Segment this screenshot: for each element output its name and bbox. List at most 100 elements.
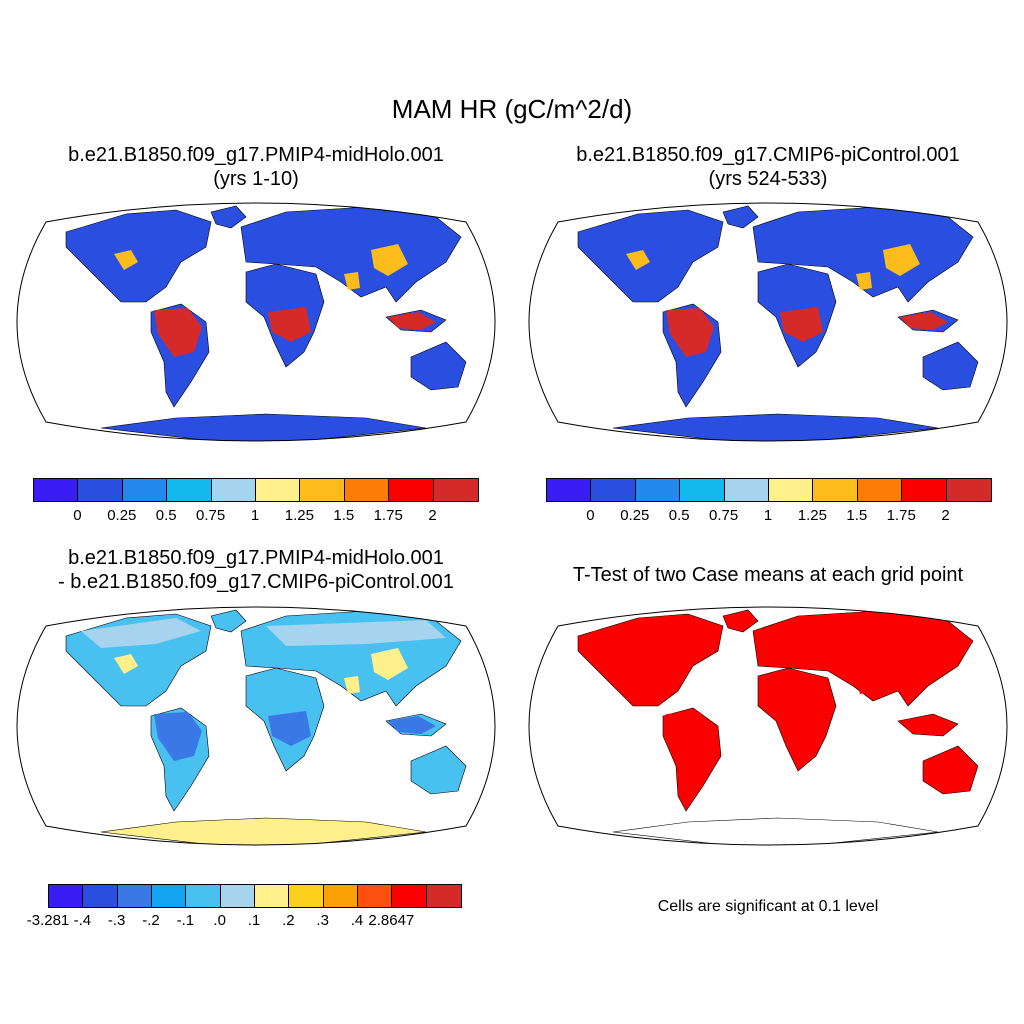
- colorbar-tick-label: 1.25: [797, 507, 827, 524]
- tropics-region: [388, 716, 436, 734]
- colorbar-tick-label: 1.75: [886, 507, 916, 524]
- antarctica-region: [100, 413, 427, 441]
- colorbar-swatch: [83, 885, 118, 907]
- map-frame: [16, 202, 496, 442]
- colorbar-tick-label: 0.5: [668, 507, 690, 524]
- panel3-title: b.e21.B1850.f09_g17.PMIP4-midHolo.001 - …: [0, 546, 512, 594]
- colorbar-swatch: [426, 885, 461, 907]
- colorbar-tick-label: .0: [213, 912, 226, 929]
- tropics-region: [268, 307, 311, 342]
- colorbar-swatch: [547, 479, 592, 501]
- panel2-title-line1: b.e21.B1850.f09_g17.CMIP6-piControl.001: [576, 144, 960, 166]
- colorbar-tick-label: 0: [586, 507, 595, 524]
- colorbar-swatch: [151, 885, 187, 907]
- hotspot-region: [114, 250, 138, 270]
- land-region: [922, 745, 979, 795]
- map-frame: [16, 606, 496, 846]
- colorbar-tick-label: 0.5: [155, 507, 177, 524]
- colorbar-swatch: [34, 479, 79, 501]
- colorbar-tick-label: -.4: [73, 912, 92, 929]
- boreal-region: [81, 618, 201, 648]
- land-region: [410, 745, 467, 795]
- map-panel3-difference: [16, 606, 496, 846]
- colorbar-tick-label: 0.25: [620, 507, 650, 524]
- tropics-region: [666, 712, 714, 761]
- colorbar-swatch: [389, 479, 434, 501]
- colorbar-tick-label: .4: [350, 912, 364, 929]
- map-frame: [528, 202, 1008, 442]
- colorbar-swatch: [254, 885, 290, 907]
- tropics-region: [780, 307, 823, 342]
- hotspot-region: [856, 272, 872, 290]
- land-region: [922, 341, 979, 391]
- land-region: [410, 341, 467, 391]
- hotspot-region: [883, 648, 920, 680]
- significance-note: Cells are significant at 0.1 level: [657, 898, 879, 915]
- panel1-title: b.e21.B1850.f09_g17.PMIP4-midHolo.001 (y…: [0, 143, 512, 191]
- tropics-region: [388, 312, 436, 330]
- tropics-region: [900, 312, 948, 330]
- colorbar-swatch: [49, 885, 84, 907]
- colorbar-tick-label: 1.5: [333, 507, 355, 524]
- hotspot-region: [371, 648, 408, 680]
- colorbar-swatch: [857, 479, 903, 501]
- colorbar-tick-label: .2: [282, 912, 295, 929]
- boreal-region: [778, 620, 958, 646]
- antarctica-region: [100, 817, 427, 845]
- colorbar-swatch: [946, 479, 991, 501]
- colorbar-swatch: [724, 479, 769, 501]
- colorbar-swatch: [635, 479, 681, 501]
- colorbar-tick-label: -.1: [176, 912, 195, 929]
- colorbar-swatch: [344, 479, 390, 501]
- panel2-title: b.e21.B1850.f09_g17.CMIP6-piControl.001 …: [512, 143, 1024, 191]
- colorbar-tick-label: 0: [73, 507, 82, 524]
- colorbar-swatch: [186, 885, 221, 907]
- hotspot-region: [626, 250, 650, 270]
- colorbar-swatch: [300, 479, 345, 501]
- hotspot-region: [371, 244, 408, 276]
- boreal-region: [266, 620, 446, 646]
- colorbar-tick-label: .1: [247, 912, 261, 929]
- colorbar-tick-label: 1.75: [373, 507, 403, 524]
- colorbar-swatch: [117, 885, 152, 907]
- hotspot-region: [114, 654, 138, 674]
- colorbar-tick-label: 0.25: [107, 507, 137, 524]
- land-region: [210, 205, 247, 229]
- hotspot-region: [856, 676, 872, 694]
- tropics-region: [154, 308, 202, 357]
- colorbar-tick-label: 1.5: [846, 507, 868, 524]
- panel1-title-line1: b.e21.B1850.f09_g17.PMIP4-midHolo.001: [68, 144, 444, 166]
- figure-title: MAM HR (gC/m^2/d): [391, 94, 633, 124]
- panel3-title-line2: - b.e21.B1850.f09_g17.CMIP6-piControl.00…: [58, 571, 454, 593]
- colorbar-tick-label: 1: [250, 507, 260, 524]
- colorbar-tick-label: -3.281: [26, 912, 70, 929]
- tropics-region: [268, 711, 311, 746]
- land-region: [210, 609, 247, 633]
- colorbar-swatch: [591, 479, 636, 501]
- tropics-region: [154, 712, 202, 761]
- panel3-title-line1: b.e21.B1850.f09_g17.PMIP4-midHolo.001: [68, 547, 444, 569]
- colorbar-tick-label: -.2: [142, 912, 160, 929]
- colorbar-swatch: [392, 885, 427, 907]
- colorbar-swatch: [78, 479, 123, 501]
- hotspot-region: [344, 272, 360, 290]
- map-panel1-midholo: [16, 202, 496, 442]
- hotspot-region: [626, 654, 650, 674]
- colorbar-panel3-labels: -3.281 -.4 -.3 -.2 -.1 .0 .1 .2 .3 .4 2.8647: [27, 912, 460, 932]
- colorbar-panel1-labels: 0 0.25 0.5 0.75 1 1.25 1.5 1.75 2: [33, 507, 477, 527]
- panel2-title-line2: (yrs 524-533): [708, 168, 828, 190]
- colorbar-swatch: [680, 479, 725, 501]
- map-panel2-picontrol: [528, 202, 1008, 442]
- colorbar-panel1: [33, 478, 479, 502]
- colorbar-swatch: [289, 885, 324, 907]
- colorbar-panel3: [48, 884, 462, 908]
- colorbar-tick-label: .3: [316, 912, 329, 929]
- tropics-region: [780, 711, 823, 746]
- colorbar-swatch: [768, 479, 814, 501]
- colorbar-tick-label: -.3: [107, 912, 126, 929]
- colorbar-tick-label: 1: [763, 507, 773, 524]
- hotspot-region: [883, 244, 920, 276]
- colorbar-tick-label: 0.75: [708, 507, 739, 524]
- colorbar-swatch: [813, 479, 858, 501]
- antarctica-region: [612, 413, 939, 441]
